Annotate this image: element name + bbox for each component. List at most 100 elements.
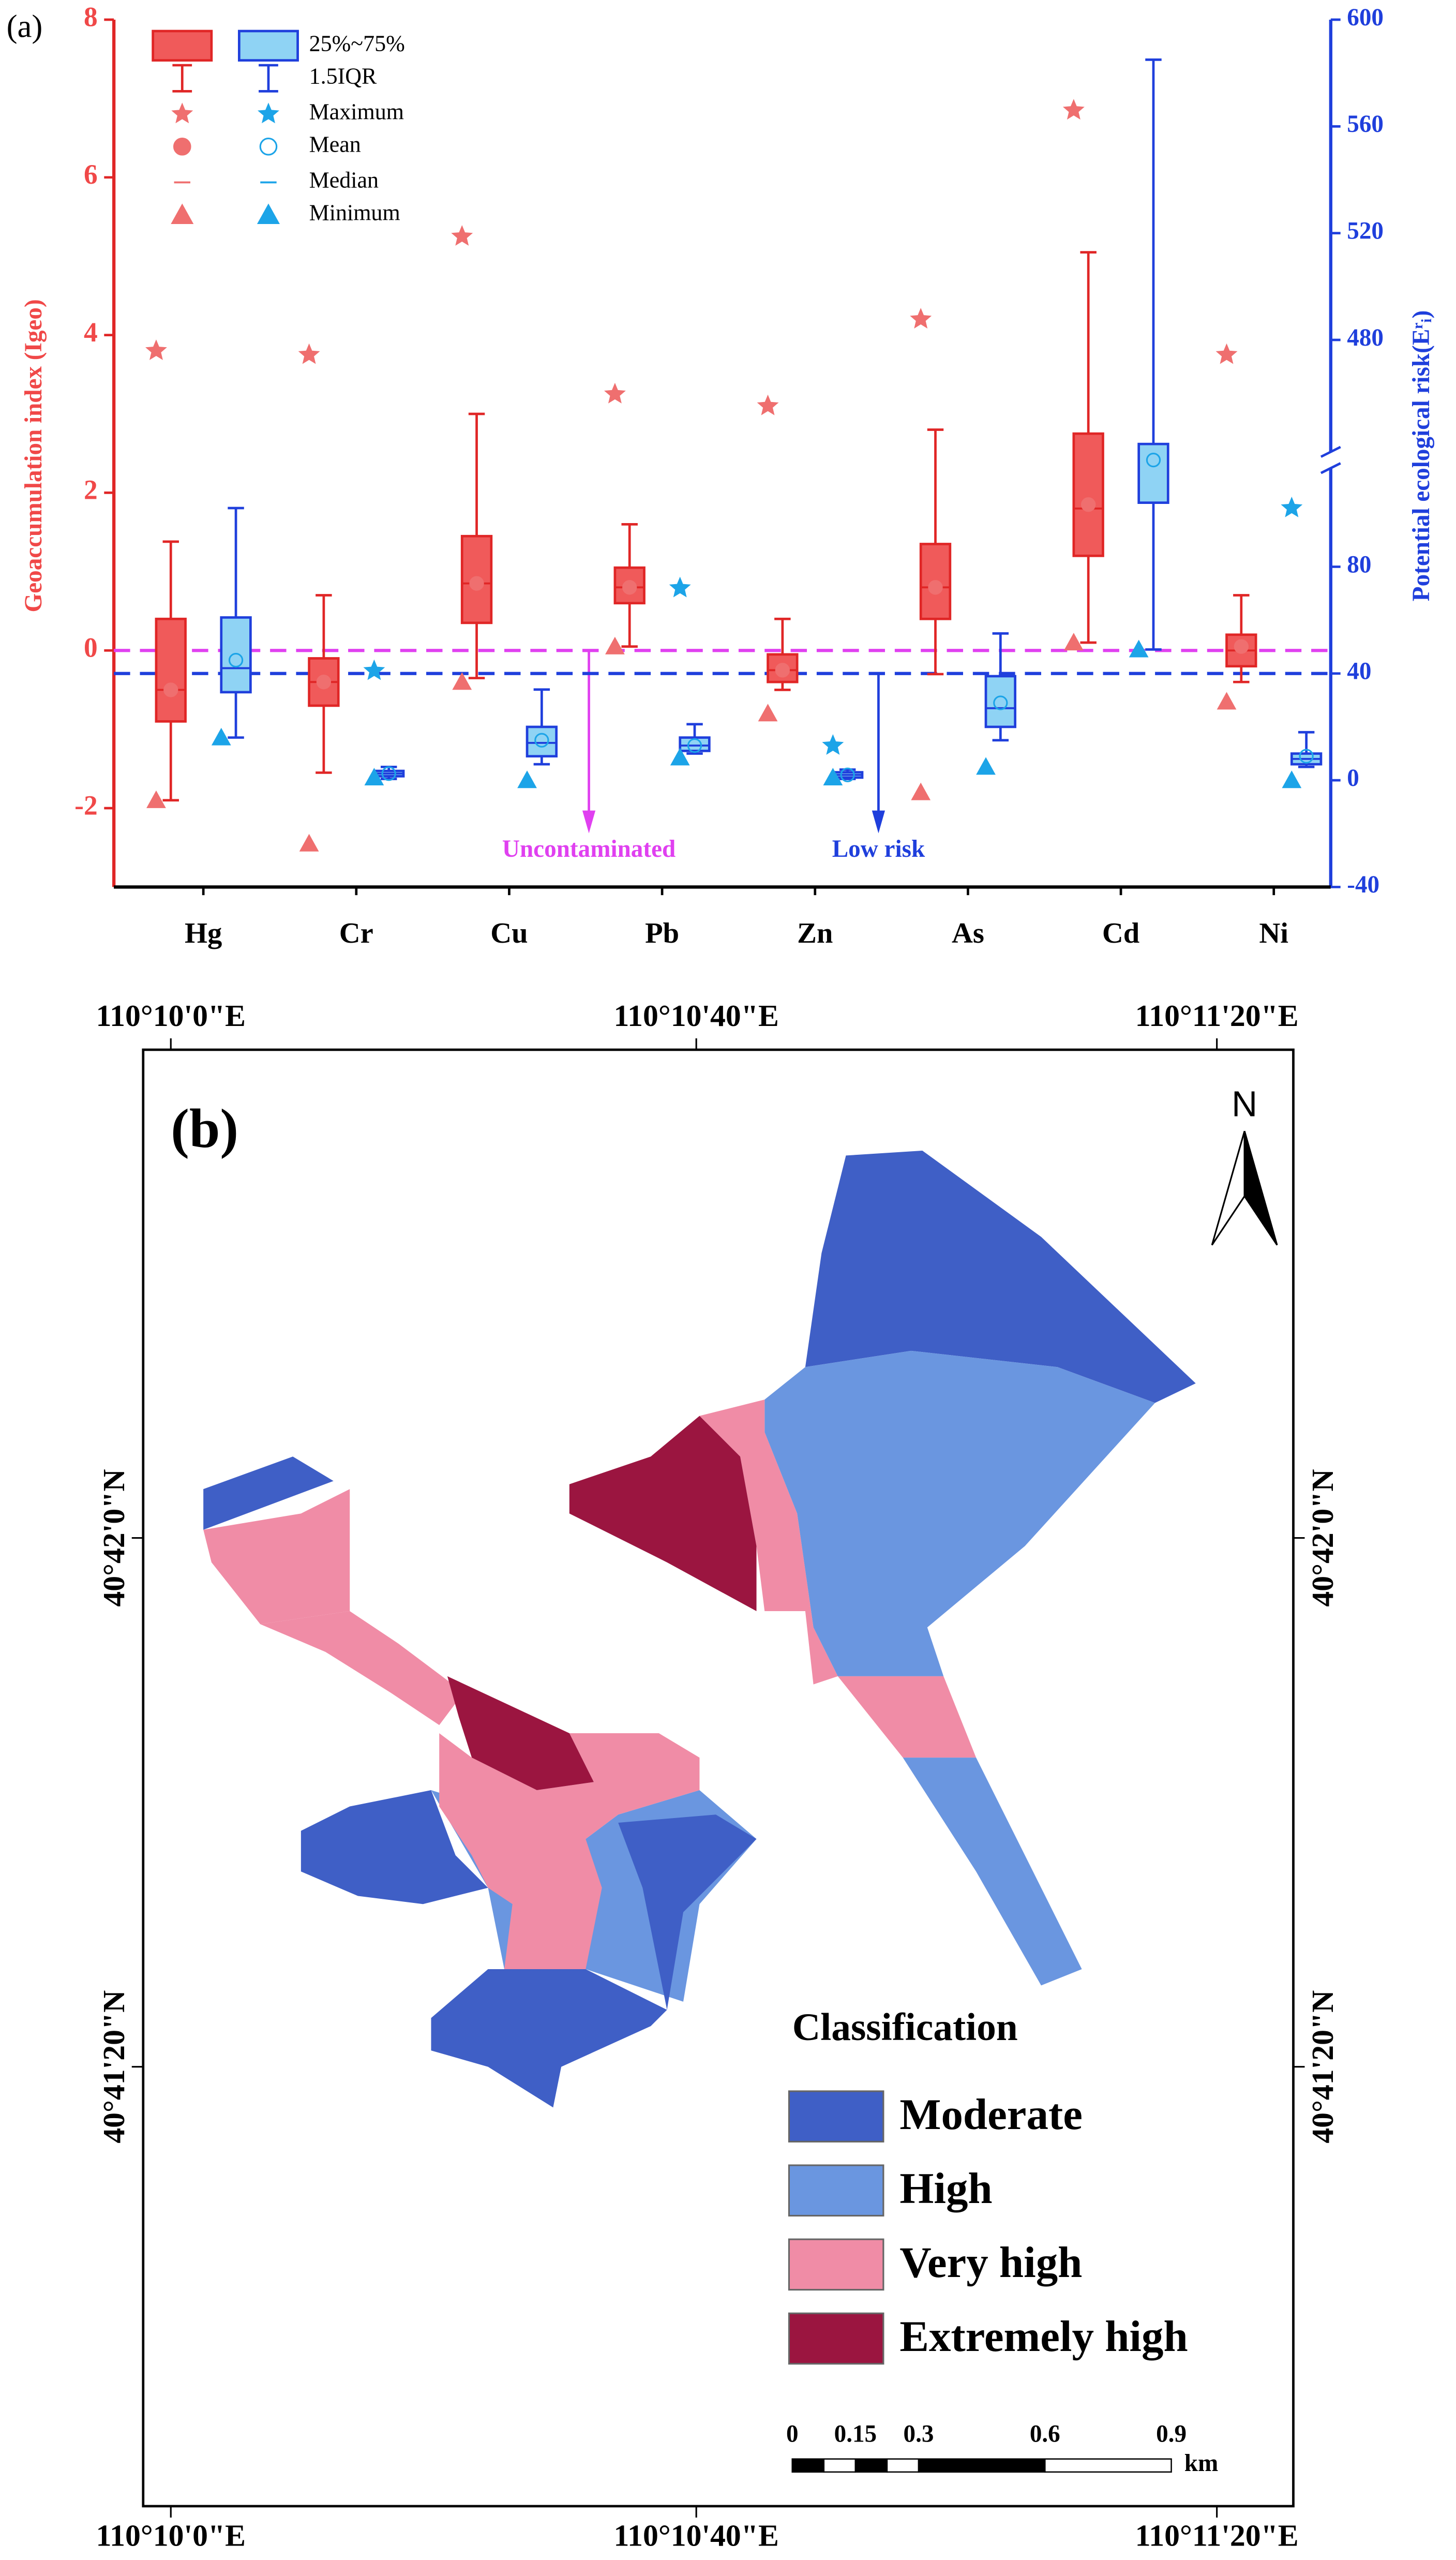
minimum bbox=[211, 727, 231, 746]
minimum bbox=[758, 704, 778, 722]
legend-label: 25%~75% bbox=[309, 31, 405, 56]
zone bbox=[699, 1400, 838, 1685]
map-x-label: 110°10'40"E bbox=[613, 999, 778, 1033]
maximum bbox=[604, 382, 626, 404]
mean bbox=[993, 695, 1008, 710]
zone bbox=[203, 1489, 350, 1625]
north-label: N bbox=[1232, 1083, 1257, 1124]
axis-break bbox=[1320, 445, 1341, 458]
x-tick-label: Cd bbox=[1102, 917, 1139, 949]
scale-segment bbox=[823, 2458, 857, 2473]
y2-tick-label: 480 bbox=[1347, 324, 1384, 351]
legend-label: Moderate bbox=[899, 2090, 1083, 2139]
legend-label: 1.5IQR bbox=[309, 63, 377, 88]
zone bbox=[569, 1416, 757, 1612]
maximum bbox=[822, 734, 844, 755]
y2-tick-label: 560 bbox=[1347, 111, 1384, 138]
scale-segment bbox=[886, 2458, 920, 2473]
scale-segment bbox=[918, 2458, 1046, 2473]
legend-label: Mean bbox=[309, 131, 361, 157]
legend-triangle bbox=[257, 203, 280, 225]
x-tick-label: Cr bbox=[339, 917, 373, 949]
legend-label: Maximum bbox=[309, 99, 404, 125]
y-axis-title: Geoaccumulation index (Igeo) bbox=[20, 299, 47, 612]
zone bbox=[260, 1611, 464, 1725]
maximum bbox=[451, 225, 473, 246]
legend-mean bbox=[259, 138, 278, 156]
zone bbox=[618, 1814, 757, 2010]
minimum bbox=[146, 790, 166, 808]
y-tick-label: 4 bbox=[84, 317, 98, 348]
mean bbox=[1234, 639, 1249, 654]
maximum bbox=[1215, 343, 1238, 364]
legend-star bbox=[258, 102, 279, 124]
box bbox=[613, 566, 646, 605]
map-y-label: 40°42'0"N bbox=[1305, 1469, 1340, 1606]
legend-label: Minimum bbox=[309, 200, 400, 226]
mean bbox=[840, 767, 855, 782]
legend-swatch bbox=[788, 2164, 884, 2217]
scale-unit: km bbox=[1184, 2450, 1219, 2477]
zone bbox=[301, 1790, 488, 1904]
zone bbox=[837, 1676, 977, 1758]
y-tick-label: 6 bbox=[84, 159, 98, 190]
y-tick-label: 0 bbox=[84, 632, 98, 663]
maximum bbox=[298, 343, 320, 364]
zone bbox=[431, 1969, 667, 2108]
mean bbox=[469, 576, 484, 591]
map-panel: (b) N Classification 110°10'0"E 110°10'0"… bbox=[96, 999, 1340, 2553]
maximum bbox=[669, 576, 691, 598]
x-tick-label: Zn bbox=[797, 917, 833, 949]
mean bbox=[163, 682, 178, 697]
minimum bbox=[1217, 692, 1237, 710]
map-y-label: 40°42'0"N bbox=[97, 1469, 131, 1606]
y-tick-label: -2 bbox=[74, 790, 98, 821]
y2-tick-label: 40 bbox=[1347, 658, 1371, 685]
x-tick-label: Ni bbox=[1259, 917, 1288, 949]
y2-axis-title: Potential ecological risk(Eʳᵢ) bbox=[1408, 310, 1435, 602]
minimum bbox=[911, 782, 931, 800]
map-x-label: 110°10'0"E bbox=[96, 2519, 246, 2553]
x-tick-label: As bbox=[952, 917, 984, 949]
reference-arrow-head bbox=[582, 810, 596, 834]
y-tick-label: 2 bbox=[84, 474, 98, 505]
minimum bbox=[670, 748, 690, 766]
y2-tick-label: 600 bbox=[1347, 4, 1384, 31]
minimum bbox=[1129, 639, 1149, 658]
mean bbox=[1081, 497, 1096, 512]
maximum bbox=[910, 308, 932, 329]
box bbox=[155, 617, 187, 723]
panel-label: (a) bbox=[7, 8, 43, 44]
maximum bbox=[757, 394, 779, 415]
mean bbox=[622, 580, 637, 595]
scale-segment bbox=[791, 2458, 825, 2473]
maximum bbox=[1281, 496, 1303, 517]
box bbox=[526, 725, 558, 758]
reference-label: Low risk bbox=[832, 836, 925, 862]
mean bbox=[928, 580, 943, 595]
minimum bbox=[517, 770, 537, 788]
box bbox=[919, 543, 952, 620]
minimum bbox=[1063, 633, 1084, 651]
x-tick-label: Hg bbox=[185, 917, 222, 949]
mean bbox=[316, 675, 332, 690]
legend-box bbox=[152, 29, 213, 62]
mean bbox=[381, 766, 396, 781]
zone bbox=[805, 1150, 1196, 1403]
panel-label: (b) bbox=[171, 1098, 238, 1159]
map-y-label: 40°41'20"N bbox=[1305, 1990, 1340, 2144]
scale-label: 0.9 bbox=[1156, 2421, 1187, 2448]
scale-label: 0 bbox=[786, 2421, 799, 2448]
reference-arrow-head bbox=[872, 810, 885, 834]
mean bbox=[1146, 452, 1161, 468]
box bbox=[984, 675, 1016, 728]
legend-title: Classification bbox=[792, 2006, 1018, 2049]
y2-tick-label: 520 bbox=[1347, 217, 1384, 244]
y2-tick-label: -40 bbox=[1347, 871, 1379, 898]
zone bbox=[203, 1456, 334, 1530]
reference-label: Uncontaminated bbox=[502, 836, 676, 862]
minimum bbox=[364, 768, 384, 786]
minimum bbox=[299, 834, 319, 852]
x-tick-label: Pb bbox=[645, 917, 679, 949]
